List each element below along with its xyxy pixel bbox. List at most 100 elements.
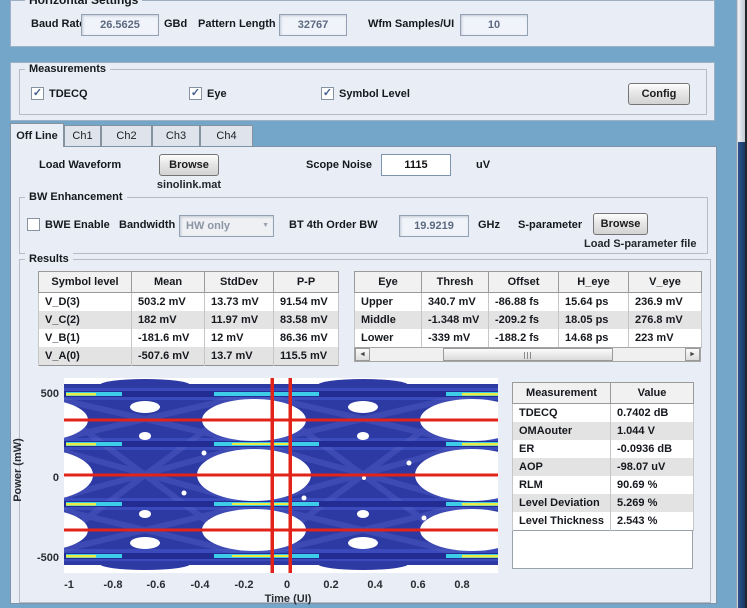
y-tick-neg500: -500 (25, 552, 59, 564)
baud-rate-unit: GBd (164, 18, 187, 30)
col-v-eye: V_eye (629, 272, 702, 293)
table-row[interactable]: OMAouter1.044 V (513, 422, 694, 440)
col-value: Value (611, 383, 694, 404)
symbol-level-checkbox[interactable]: ✓ (321, 87, 334, 100)
checkmark-icon: ✓ (33, 87, 42, 99)
bandwidth-selected-value: HW only (186, 220, 230, 232)
x-tick: -0.2 (229, 579, 259, 591)
x-axis-label: Time (UI) (238, 593, 338, 605)
scope-noise-unit: uV (476, 159, 490, 171)
s-parameter-label: S-parameter (518, 219, 582, 231)
x-tick: 0.8 (447, 579, 477, 591)
measurement-value-box: Measurement Value TDECQ0.7402 dB OMAoute… (512, 382, 693, 569)
scope-noise-input[interactable]: 1115 (381, 154, 451, 176)
bwe-enable-label: BWE Enable (45, 219, 110, 231)
load-waveform-browse-button[interactable]: Browse (159, 154, 219, 176)
results-title: Results (25, 253, 73, 265)
tab-off-line[interactable]: Off Line (10, 123, 64, 147)
eye-table: Eye Thresh Offset H_eye V_eye Upper340.7… (354, 271, 702, 348)
table-row[interactable]: ER-0.0936 dB (513, 440, 694, 458)
x-tick: -0.6 (141, 579, 171, 591)
table-header-row: Eye Thresh Offset H_eye V_eye (355, 272, 702, 293)
load-waveform-label: Load Waveform (39, 159, 121, 171)
bt-bw-unit: GHz (478, 219, 500, 231)
tab-ch1[interactable]: Ch1 (64, 125, 101, 147)
eye-table-hscrollbar[interactable]: ◄ ► (354, 347, 701, 362)
table-row[interactable]: Level Deviation5.269 % (513, 494, 694, 512)
grip-icon (524, 352, 532, 359)
x-tick: -1 (54, 579, 84, 591)
s-parameter-browse-button[interactable]: Browse (593, 213, 648, 235)
measurements-panel: Measurements ✓ TDECQ ✓ Eye ✓ Symbol Leve… (10, 62, 715, 121)
x-tick: -0.4 (185, 579, 215, 591)
x-tick: 0 (272, 579, 302, 591)
wfm-samples-label: Wfm Samples/UI (368, 18, 454, 30)
col-pp: P-P (274, 272, 339, 293)
table-header-row: Symbol level Mean StdDev P-P (39, 272, 339, 293)
table-row[interactable]: V_C(2)182 mV11.97 mV83.58 mV (39, 311, 339, 329)
scope-noise-label: Scope Noise (306, 159, 372, 171)
pattern-length-field[interactable]: 32767 (279, 14, 347, 36)
table-row[interactable]: Level Thickness2.543 % (513, 512, 694, 531)
table-header-row: Measurement Value (513, 383, 694, 404)
measurements-title: Measurements (25, 63, 110, 75)
y-tick-500: 500 (25, 388, 59, 400)
scroll-left-icon[interactable]: ◄ (355, 348, 370, 361)
table-row[interactable]: AOP-98.07 uV (513, 458, 694, 476)
wfm-samples-field[interactable]: 10 (460, 14, 528, 36)
horizontal-settings-title: Horizontal Settings (25, 0, 142, 7)
tab-ch3[interactable]: Ch3 (152, 125, 200, 147)
checkmark-icon: ✓ (191, 87, 200, 99)
scroll-right-icon[interactable]: ► (685, 348, 700, 361)
x-tick: -0.8 (98, 579, 128, 591)
bandwidth-select[interactable]: HW only ▼ (179, 215, 274, 237)
vertical-scrollbar[interactable] (736, 0, 747, 608)
eye-checkbox-label: Eye (207, 88, 227, 100)
offline-tab-panel: Load Waveform Browse sinolink.mat Scope … (10, 146, 717, 604)
col-eye: Eye (355, 272, 422, 293)
col-stddev: StdDev (205, 272, 274, 293)
waveform-file-name: sinolink.mat (156, 179, 222, 191)
table-row[interactable]: V_B(1)-181.6 mV12 mV86.36 mV (39, 329, 339, 347)
baud-rate-field[interactable]: 26.5625 (81, 14, 159, 36)
bandwidth-label: Bandwidth (119, 219, 175, 231)
eye-checkbox[interactable]: ✓ (189, 87, 202, 100)
app-window: { "horizontal_settings": { "title": "Hor… (0, 0, 747, 608)
col-h-eye: H_eye (559, 272, 629, 293)
x-tick: 0.4 (360, 579, 390, 591)
checkmark-icon: ✓ (323, 87, 332, 99)
chevron-down-icon: ▼ (262, 216, 269, 236)
table-row[interactable]: RLM90.69 % (513, 476, 694, 494)
tdecq-checkbox[interactable]: ✓ (31, 87, 44, 100)
tab-ch4[interactable]: Ch4 (200, 125, 253, 147)
y-tick-0: 0 (25, 472, 59, 484)
s-parameter-hint: Load S-parameter file (584, 238, 696, 250)
col-offset: Offset (489, 272, 559, 293)
eye-diagram (64, 378, 498, 573)
measurement-value-table: Measurement Value TDECQ0.7402 dB OMAoute… (512, 382, 694, 531)
bt-4th-order-bw-label: BT 4th Order BW (289, 219, 378, 231)
bw-enhancement-title: BW Enhancement (25, 191, 127, 203)
bwe-enable-checkbox[interactable] (27, 218, 40, 231)
x-tick: 0.2 (316, 579, 346, 591)
symbol-level-checkbox-label: Symbol Level (339, 88, 410, 100)
symbol-level-table: Symbol level Mean StdDev P-P V_D(3)503.2… (38, 271, 339, 366)
x-tick: 0.6 (403, 579, 433, 591)
table-row[interactable]: Upper340.7 mV-86.88 fs15.64 ps236.9 mV (355, 293, 702, 312)
hscrollbar-thumb[interactable] (443, 348, 613, 361)
tab-ch2[interactable]: Ch2 (101, 125, 152, 147)
pattern-length-label: Pattern Length (198, 18, 276, 30)
table-row[interactable]: V_A(0)-507.6 mV13.7 mV115.5 mV (39, 347, 339, 366)
y-axis-label: Power (mW) (12, 415, 24, 525)
table-row[interactable]: Lower-339 mV-188.2 fs14.68 ps223 mV (355, 329, 702, 348)
bt-4th-order-bw-field[interactable]: 19.9219 (399, 215, 469, 237)
col-mean: Mean (132, 272, 205, 293)
table-row[interactable]: Middle-1.348 mV-209.2 fs18.05 ps276.8 mV (355, 311, 702, 329)
table-row[interactable]: TDECQ0.7402 dB (513, 404, 694, 423)
col-thresh: Thresh (422, 272, 489, 293)
horizontal-settings-panel: Horizontal Settings Baud Rate 26.5625 GB… (10, 0, 715, 47)
baud-rate-label: Baud Rate (31, 18, 85, 30)
col-symbol-level: Symbol level (39, 272, 132, 293)
table-row[interactable]: V_D(3)503.2 mV13.73 mV91.54 mV (39, 293, 339, 312)
config-button[interactable]: Config (628, 83, 690, 105)
